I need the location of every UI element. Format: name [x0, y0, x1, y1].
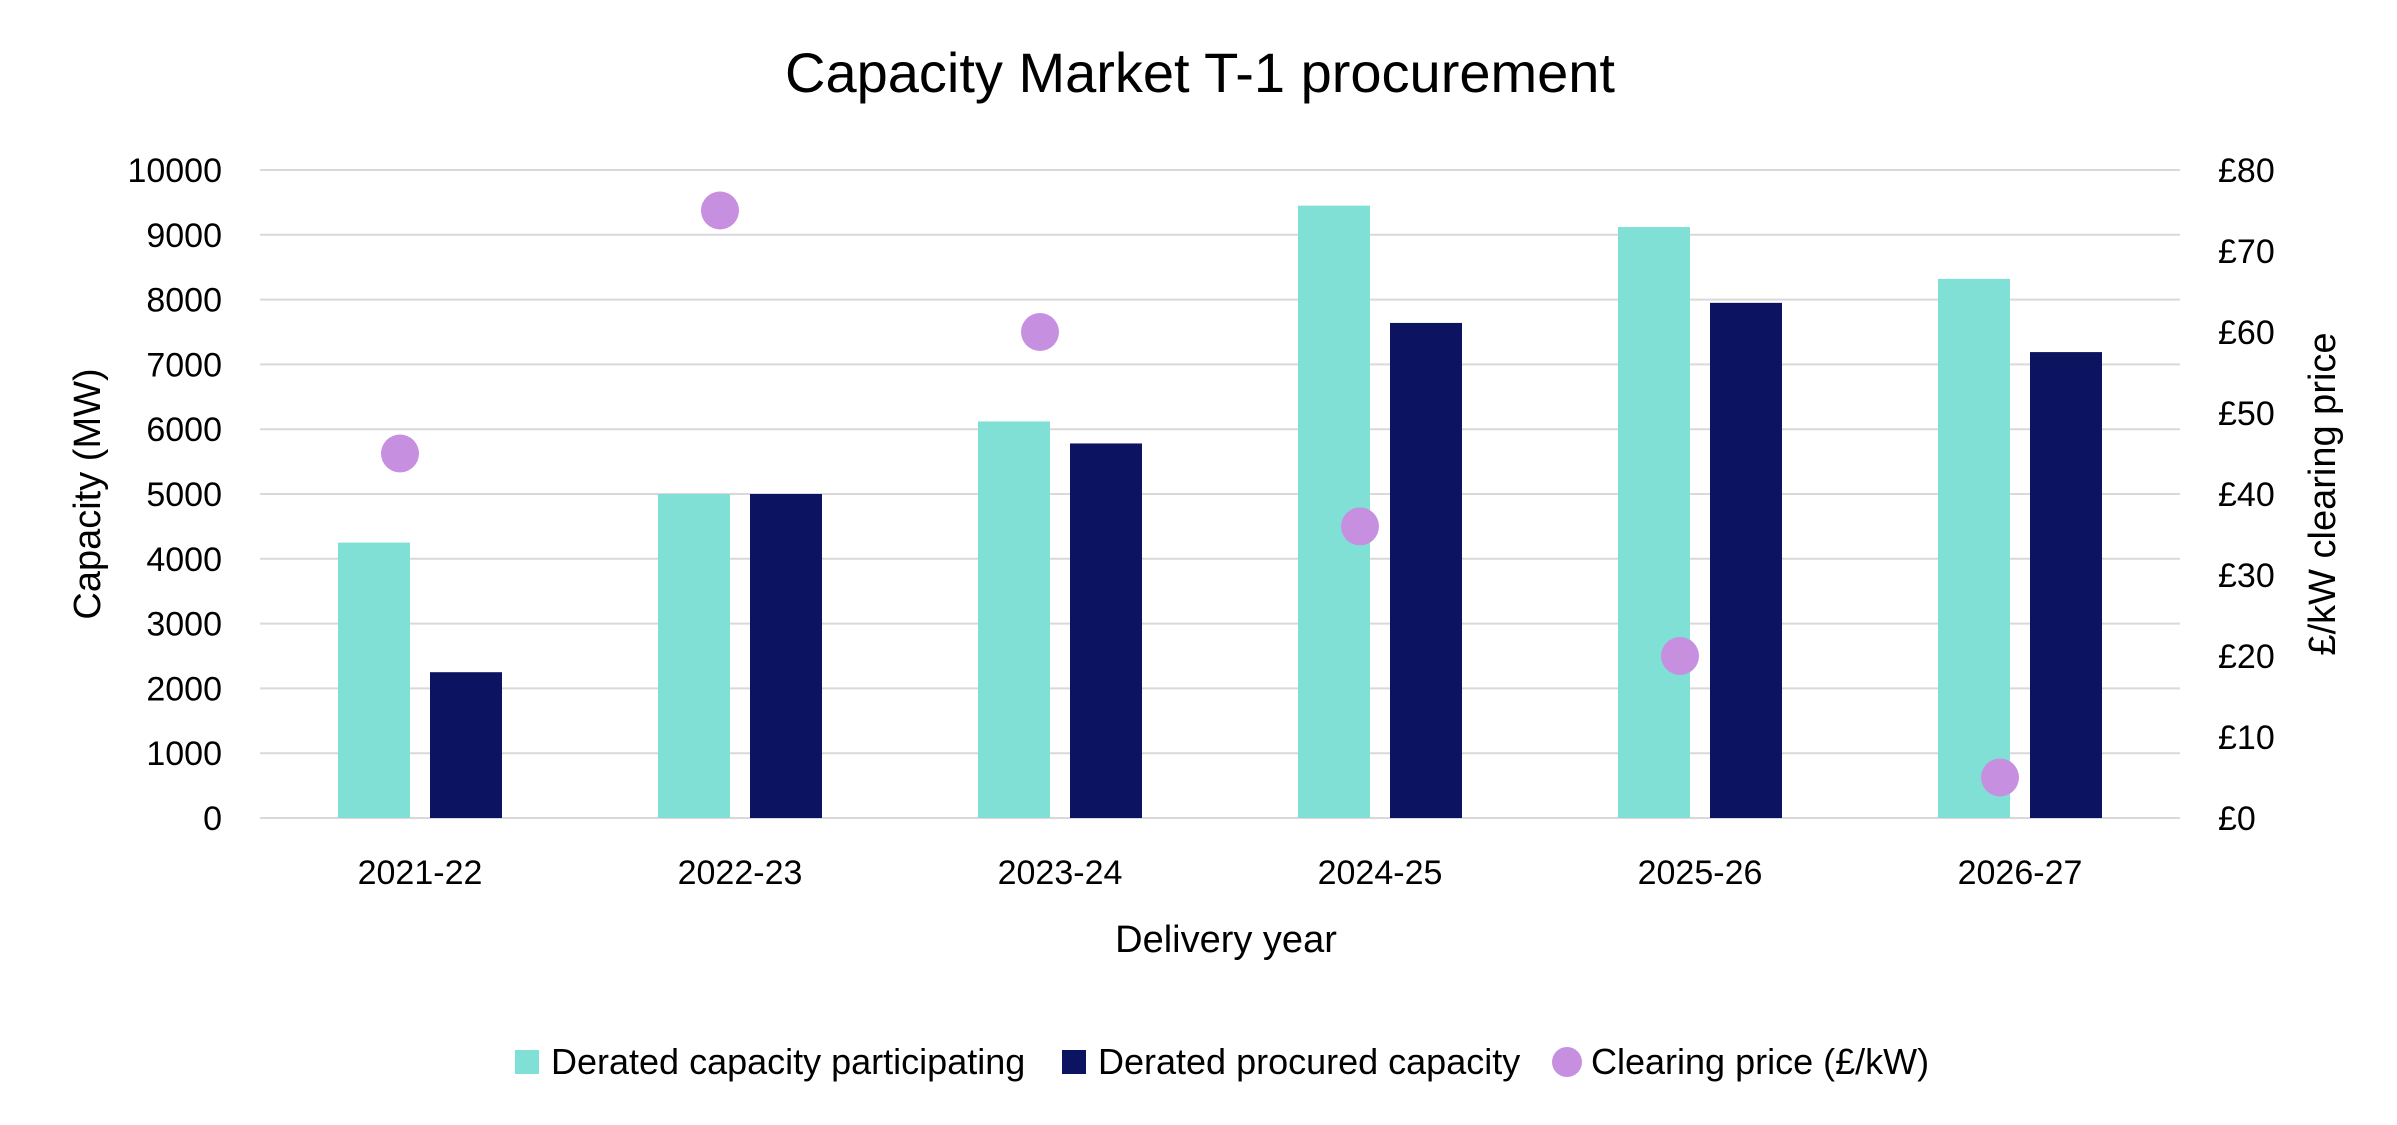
gridlines: [260, 169, 2180, 819]
y2-tick-label: £70: [2218, 233, 2275, 271]
bar-series1-2024-25: [1390, 322, 1462, 818]
left-axis-ticks: 0 1000 2000 3000 4000 5000 6000 7000 8000 9000 100…: [127, 152, 222, 838]
y2-tick-label: £40: [2218, 476, 2275, 514]
right-axis-ticks: £0 £10 £20 £30 £40 £50 £60 £70 £80: [2218, 152, 2275, 838]
bar-series0-2022-23: [658, 494, 730, 818]
y-tick-label: 4000: [146, 541, 222, 579]
y-tick-label: 1000: [146, 735, 222, 773]
chart-title: Capacity Market T-1 procurement: [785, 41, 1615, 104]
y2-tick-label: £10: [2218, 719, 2275, 757]
y2-tick-label: £60: [2218, 314, 2275, 352]
x-axis-ticks: 2021-22 2022-23 2023-24 2024-25 2025-26 2026-…: [358, 854, 2083, 892]
legend-marker-2: [1552, 1047, 1582, 1077]
price-point-2021-22: [381, 434, 419, 473]
y-tick-label: 7000: [146, 346, 222, 384]
bar-series1-2026-27: [2030, 352, 2102, 818]
y-tick-label: 9000: [146, 217, 222, 255]
price-point-2022-23: [701, 191, 739, 230]
legend: Derated capacity participating Derated pr…: [515, 1041, 1929, 1082]
y-axis-title: Capacity (MW): [67, 368, 109, 619]
y-tick-label: 10000: [127, 152, 222, 190]
bar-series1-2022-23: [750, 494, 822, 818]
x-tick-label: 2023-24: [998, 854, 1123, 892]
legend-label-2: Clearing price (£/kW): [1591, 1041, 1929, 1082]
legend-marker-0: [515, 1050, 539, 1074]
bar-series1-2023-24: [1070, 443, 1142, 818]
bar-series0-2023-24: [978, 421, 1050, 818]
y2-tick-label: £20: [2218, 638, 2275, 676]
bars: [338, 205, 2102, 819]
x-tick-label: 2025-26: [1638, 854, 1763, 892]
y2-tick-label: £30: [2218, 557, 2275, 595]
x-tick-label: 2024-25: [1318, 854, 1443, 892]
price-point-2024-25: [1341, 507, 1379, 546]
legend-marker-1: [1062, 1050, 1086, 1074]
x-tick-label: 2021-22: [358, 854, 483, 892]
legend-label-0: Derated capacity participating: [551, 1041, 1025, 1082]
legend-label-1: Derated procured capacity: [1098, 1041, 1520, 1082]
price-point-2023-24: [1021, 313, 1059, 351]
bar-series0-2021-22: [338, 542, 410, 818]
bar-series1-2025-26: [1710, 302, 1782, 819]
y2-tick-label: £0: [2218, 800, 2256, 838]
x-axis-title: Delivery year: [1115, 919, 1337, 961]
y-tick-label: 2000: [146, 670, 222, 708]
y-tick-label: 3000: [146, 606, 222, 644]
y2-tick-label: £80: [2218, 152, 2275, 190]
price-point-2026-27: [1981, 758, 2019, 797]
y-tick-label: 5000: [146, 476, 222, 514]
bar-series1-2021-22: [430, 672, 502, 818]
bar-series0-2025-26: [1618, 227, 1690, 819]
y-tick-label: 0: [203, 800, 222, 838]
bar-series0-2026-27: [1938, 278, 2010, 818]
x-tick-label: 2022-23: [678, 854, 803, 892]
x-tick-label: 2026-27: [1958, 854, 2083, 892]
y-tick-label: 6000: [146, 411, 222, 449]
y2-tick-label: £50: [2218, 395, 2275, 433]
price-points: [381, 191, 2019, 797]
y2-axis-title: £/kW clearing price: [2302, 332, 2344, 655]
y-tick-label: 8000: [146, 282, 222, 320]
price-point-2025-26: [1661, 637, 1699, 675]
